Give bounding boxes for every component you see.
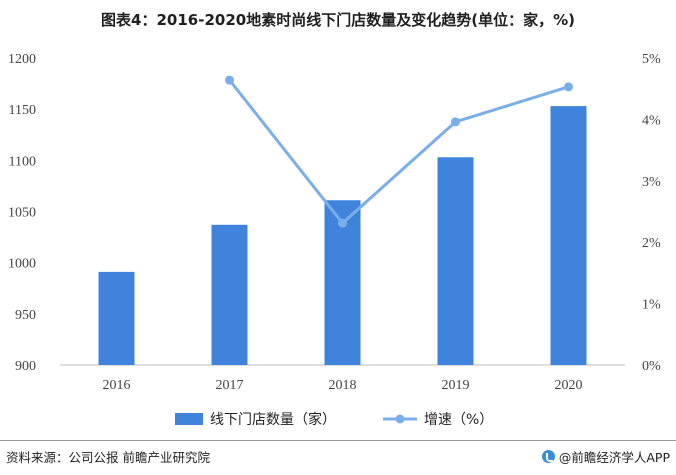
y-right-tick-3: 3%: [642, 175, 661, 190]
source-note: 资料来源：公司公报 前瞻产业研究院: [6, 450, 210, 465]
growth-point-2019: [451, 117, 460, 127]
x-tick-2020: 2020: [555, 378, 583, 393]
x-tick-2018: 2018: [329, 378, 357, 393]
y-left-tick-6: 1200: [8, 52, 36, 67]
bar-2020: [550, 106, 587, 365]
y-left-tick-5: 1150: [9, 103, 36, 118]
footer: 资料来源：公司公报 前瞻产业研究院 @前瞻经济学人APP: [0, 440, 676, 475]
growth-point-2017: [225, 75, 234, 85]
bar-2019: [437, 157, 474, 365]
y-right-tick-labels: 0% 1% 2% 3% 4% 5%: [642, 52, 661, 374]
y-right-tick-1: 1%: [642, 298, 661, 313]
brand-label: @前瞻经济学人APP: [558, 450, 670, 465]
bar-2016: [98, 271, 135, 365]
bar-2018: [324, 200, 361, 365]
chart-title: 图表4：2016-2020地素时尚线下门店数量及变化趋势(单位：家，%): [101, 11, 575, 29]
bar-2017: [211, 224, 248, 365]
growth-line: [228, 79, 569, 226]
x-tick-2017: 2017: [216, 378, 244, 393]
x-tick-labels: 2016 2017 2018 2019 2020: [103, 378, 583, 393]
x-tick-2019: 2019: [442, 378, 470, 393]
growth-point-2020: [564, 82, 573, 92]
y-left-tick-3: 1050: [8, 206, 36, 221]
legend-line-label: 增速（%）: [424, 412, 493, 428]
x-tick-2016: 2016: [103, 378, 131, 393]
y-left-tick-labels: 900 950 1000 1050 1100 1150 1200: [8, 52, 36, 374]
y-right-tick-4: 4%: [642, 113, 661, 128]
y-left-tick-0: 900: [15, 359, 36, 374]
y-left-tick-4: 1100: [9, 154, 36, 169]
brand-credit: @前瞻经济学人APP: [541, 447, 670, 466]
legend-line-marker: [395, 414, 405, 424]
y-right-tick-5: 5%: [642, 52, 661, 67]
y-left-tick-2: 1000: [8, 257, 36, 272]
bar-series: [98, 106, 587, 365]
line-series: [225, 75, 573, 228]
legend-bar-swatch: [175, 413, 203, 425]
y-right-tick-2: 2%: [642, 236, 661, 251]
y-left-tick-1: 950: [15, 308, 36, 323]
y-right-tick-0: 0%: [642, 359, 661, 374]
growth-point-2018: [338, 218, 347, 228]
legend-bar-label: 线下门店数量（家）: [210, 411, 336, 428]
legend: 线下门店数量（家） 增速（%）: [175, 411, 493, 428]
qianzhan-logo-icon: [541, 450, 555, 463]
